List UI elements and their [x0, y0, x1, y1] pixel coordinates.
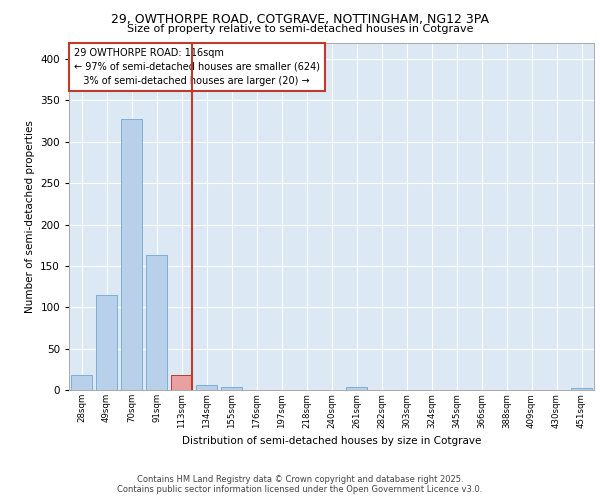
Bar — [196, 385, 217, 390]
Bar — [346, 386, 367, 390]
Y-axis label: Number of semi-detached properties: Number of semi-detached properties — [25, 120, 35, 312]
Text: Contains HM Land Registry data © Crown copyright and database right 2025.
Contai: Contains HM Land Registry data © Crown c… — [118, 474, 482, 494]
Bar — [171, 375, 192, 390]
Bar — [121, 118, 142, 390]
Bar — [146, 255, 167, 390]
X-axis label: Distribution of semi-detached houses by size in Cotgrave: Distribution of semi-detached houses by … — [182, 436, 481, 446]
Text: 29, OWTHORPE ROAD, COTGRAVE, NOTTINGHAM, NG12 3PA: 29, OWTHORPE ROAD, COTGRAVE, NOTTINGHAM,… — [111, 12, 489, 26]
Bar — [571, 388, 592, 390]
Text: 29 OWTHORPE ROAD: 116sqm
← 97% of semi-detached houses are smaller (624)
   3% o: 29 OWTHORPE ROAD: 116sqm ← 97% of semi-d… — [74, 48, 320, 86]
Text: Size of property relative to semi-detached houses in Cotgrave: Size of property relative to semi-detach… — [127, 24, 473, 34]
Bar — [221, 386, 242, 390]
Bar — [96, 295, 117, 390]
Bar — [71, 375, 92, 390]
